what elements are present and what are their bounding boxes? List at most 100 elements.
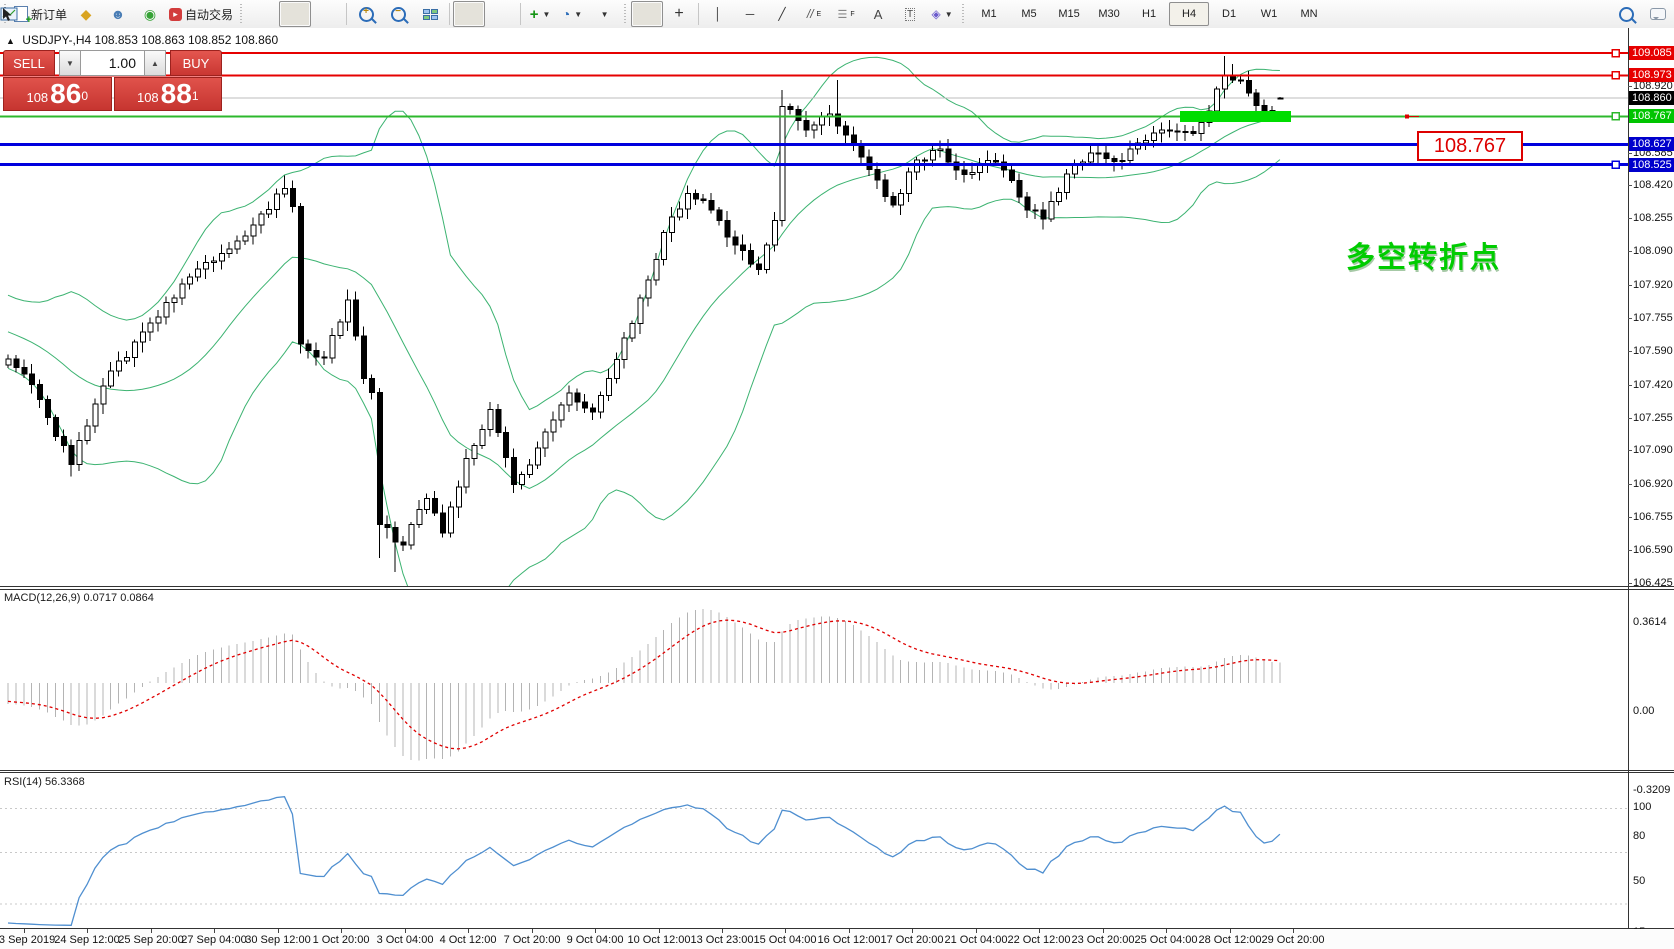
search-button[interactable] [1610, 1, 1642, 27]
macd-axis[interactable]: 0.3614 0.00 -0.3209 [1629, 590, 1674, 796]
bar-chart-button[interactable] [2, 1, 279, 27]
candle-body [345, 299, 352, 323]
macd-pane[interactable] [0, 590, 1628, 770]
price-tag-label[interactable]: 108.767 [1417, 131, 1523, 161]
candle-body [969, 171, 976, 176]
highlighter-button[interactable]: ◆ [70, 1, 102, 27]
trendline-button[interactable]: ╱ [766, 1, 798, 27]
text-label-button[interactable]: T [894, 1, 926, 27]
price-tick-label: 108.420 [1628, 179, 1673, 191]
toolbar-grip[interactable] [961, 4, 967, 24]
candle-body [661, 231, 668, 260]
rsi-axis[interactable]: 1008050150 [1629, 773, 1674, 949]
toolbar-grip[interactable] [239, 4, 245, 24]
candle-body [353, 299, 360, 337]
sell-price-button[interactable]: 108 86 0 [3, 77, 112, 111]
tf-W1[interactable]: W1 [1260, 8, 1278, 20]
line-handle[interactable] [1611, 112, 1620, 121]
candle-body [590, 407, 597, 413]
pane-separator[interactable] [0, 586, 1674, 587]
tf-M15[interactable]: M15 [1058, 8, 1080, 20]
candle-body [692, 192, 699, 200]
candle-body [890, 195, 897, 206]
highlight-bar-object[interactable] [1180, 111, 1291, 122]
line-handle[interactable] [1611, 71, 1620, 80]
horizontal-line-button[interactable]: ─ [734, 1, 766, 27]
time-tick [468, 929, 469, 933]
candle-body [337, 321, 344, 337]
candlestick-button[interactable] [2, 1, 312, 27]
time-tick [341, 929, 342, 933]
tf-H1[interactable]: H1 [1142, 8, 1157, 20]
time-tick [1103, 929, 1104, 933]
main-chart-pane[interactable] [0, 28, 1628, 586]
line-chart-button[interactable] [0, 1, 343, 27]
line-handle[interactable] [1611, 48, 1620, 58]
vertical-line-icon: │ [714, 7, 722, 21]
channel-button[interactable]: // E [798, 1, 830, 27]
time-tick-label: 16 Oct 12:00 [817, 934, 881, 946]
text-label-icon: T [904, 7, 916, 21]
templates-button[interactable]: ▼ [0, 1, 620, 27]
tf-D1[interactable]: D1 [1222, 8, 1237, 20]
rsi-pane[interactable] [0, 773, 1628, 928]
fibonacci-button[interactable]: ☰ F [830, 1, 862, 27]
tf-H4[interactable]: H4 [1169, 2, 1210, 26]
signals-icon: ◉ [143, 6, 157, 22]
arrows-button[interactable]: ◈ ▼ [926, 1, 958, 27]
chat-button[interactable] [1642, 1, 1674, 27]
crosshair-icon: + [674, 5, 684, 22]
volume-up-button[interactable]: ▲ [144, 50, 166, 76]
time-tick [1293, 929, 1294, 933]
pane-separator[interactable] [0, 589, 1674, 590]
candle-body [52, 416, 59, 438]
buy-price-button[interactable]: 108 88 1 [113, 77, 222, 111]
auto-scroll-button[interactable] [1, 1, 486, 27]
profile-button[interactable]: ☻ [102, 1, 134, 27]
candle-body [795, 109, 802, 121]
zoom-out-icon: − [390, 6, 406, 22]
vertical-line-button[interactable]: │ [702, 1, 734, 27]
line-handle[interactable] [1611, 160, 1620, 169]
collapse-panel-arrow[interactable]: ▲ [6, 36, 15, 46]
candle-body [669, 216, 676, 233]
crosshair-button[interactable]: + [663, 1, 695, 27]
price-tick-label: 108.255 [1628, 212, 1673, 224]
candle-body [937, 148, 944, 151]
macd-tick-label: 0.00 [1633, 704, 1655, 717]
candle-body [171, 297, 178, 304]
cursor-button[interactable] [3, 1, 664, 27]
tf-M30[interactable]: M30 [1098, 8, 1120, 20]
periods-button[interactable]: ◔ ▼ [556, 1, 588, 27]
pane-separator[interactable] [0, 772, 1674, 773]
candle-body [1087, 152, 1094, 163]
annotation-text[interactable]: 多空转折点 [1346, 242, 1502, 274]
candle-body [455, 486, 462, 508]
candle-body [179, 283, 186, 299]
time-tick [785, 929, 786, 933]
text-button[interactable]: A [862, 1, 894, 27]
pane-separator[interactable] [0, 770, 1674, 771]
toolbar-grip[interactable] [623, 4, 629, 24]
tf-M1[interactable]: M1 [981, 8, 997, 20]
chat-icon [1650, 8, 1666, 20]
chart-shift-button[interactable] [1, 1, 517, 27]
volume-input[interactable] [81, 50, 144, 76]
price-axis[interactable]: 108.920 108.585 108.420 108.255 108.090 107.9… [1628, 28, 1674, 589]
autotrading-button[interactable]: ▸ 自动交易 [166, 1, 236, 27]
volume-down-button[interactable]: ▼ [59, 50, 81, 76]
tf-M5[interactable]: M5 [1021, 8, 1037, 20]
sell-price-big: 86 [50, 78, 82, 109]
candle-body [598, 394, 604, 413]
tf-MN[interactable]: MN [1300, 8, 1318, 20]
candle-body [511, 457, 518, 485]
signals-button[interactable]: ◉ [134, 1, 166, 27]
candle-body [803, 119, 810, 131]
zoom-out-button[interactable]: − [382, 1, 414, 27]
new-order-button[interactable]: 新订单 [11, 1, 70, 27]
indicators-button[interactable]: + ▼ [524, 1, 556, 27]
tile-windows-button[interactable] [414, 1, 446, 27]
price-tick-label: 107.255 [1628, 412, 1673, 424]
zoom-in-button[interactable]: + [350, 1, 382, 27]
